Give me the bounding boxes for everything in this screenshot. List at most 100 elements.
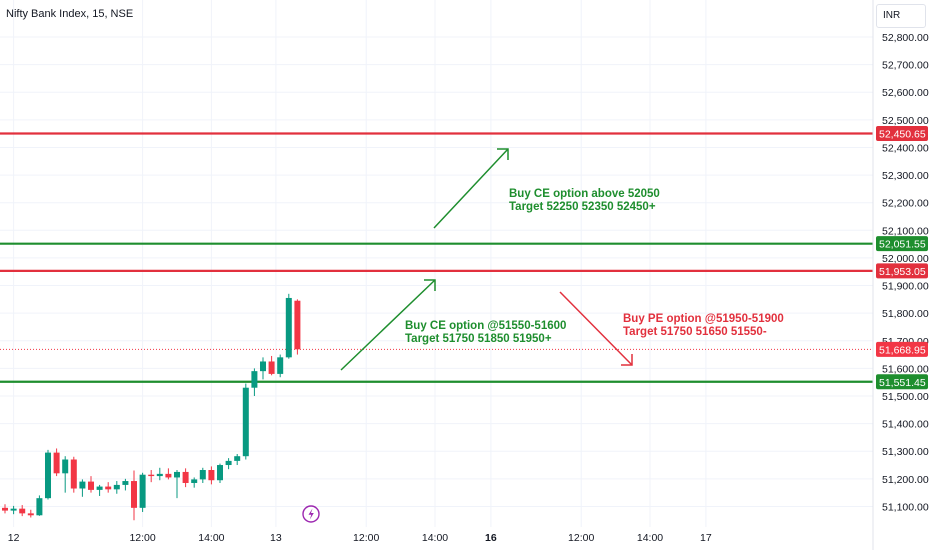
price-tag [876,263,928,279]
candle-body [96,486,103,490]
candle[interactable] [251,368,258,396]
currency-selector[interactable]: INR [876,4,926,28]
annotation-ce-above: Buy CE option above 52050 Target 52250 5… [509,188,660,214]
candle-body [148,474,155,477]
price-tag-label: 51,551.45 [879,377,926,389]
candle[interactable] [96,484,103,496]
last-price-tag [876,341,928,357]
candle[interactable] [191,477,198,488]
lightning-icon[interactable] [302,505,320,523]
candle[interactable] [27,509,34,518]
candle-body [122,481,129,485]
horizontal-lines [0,132,873,383]
candle[interactable] [2,504,8,514]
price-axis[interactable]: 52,800.0052,700.0052,600.0052,500.0052,4… [872,0,929,550]
price-tag-label: 52,051.55 [879,239,926,251]
candle-body [45,452,51,499]
time-tick-label: 12 [8,532,20,544]
time-tick-label: 14:00 [198,532,224,544]
candle-body [234,456,241,461]
candle-body [156,473,163,477]
candle[interactable] [277,354,284,378]
candle[interactable] [113,481,120,494]
candle-body [88,481,94,490]
annotation-3-line-2: Target 51750 51650 51550- [623,326,767,338]
time-tick-label: 14:00 [422,532,448,544]
candle[interactable] [242,383,249,460]
candle[interactable] [148,470,155,483]
price-tick-label: 51,400.00 [882,419,929,431]
candle-body [79,481,86,489]
candle[interactable] [199,467,206,483]
candle-body [285,297,292,358]
candle-body [2,507,8,511]
candle-body [199,470,206,480]
price-tag [876,374,928,390]
candle[interactable] [70,456,77,493]
price-tick-label: 51,200.00 [882,474,929,486]
candle[interactable] [79,479,86,497]
price-tag-label: 51,953.05 [879,266,926,278]
annotation-1-line-1: Buy CE option above 52050 [509,188,660,200]
candle-body [19,508,26,514]
candle[interactable] [105,482,112,493]
trend-arrows [340,148,633,371]
candle[interactable] [285,293,292,359]
candle[interactable] [139,472,146,512]
candle-body [53,452,60,474]
candle-body [208,470,215,481]
candle-body [191,479,198,483]
candle[interactable] [174,470,180,499]
candle[interactable] [225,458,232,470]
grid-lines [0,0,873,527]
candle[interactable] [53,448,60,477]
candle-body [182,471,189,483]
arrow-2-head [424,279,436,291]
last-price-label: 51,668.95 [879,344,926,356]
candle[interactable] [36,495,43,516]
candle-body [277,357,284,374]
candle[interactable] [260,357,266,380]
candle[interactable] [62,456,69,493]
annotation-2-line-1: Buy CE option @51550-51600 [405,320,567,332]
annotation-1-line-2: Target 52250 52350 52450+ [509,201,656,213]
candles[interactable] [2,293,301,521]
time-tick-label: 12:00 [568,532,594,544]
candle-body [70,459,77,489]
candle[interactable] [294,299,301,355]
annotation-2-line-2: Target 51750 51850 51950+ [405,333,552,345]
candle-body [105,486,112,490]
arrow-3-head [621,354,633,366]
candle[interactable] [165,468,172,480]
candle[interactable] [45,449,51,500]
candle[interactable] [234,453,241,466]
candle-body [225,460,232,466]
candle-body [10,508,17,511]
price-tag [876,236,928,252]
price-tick-label: 51,500.00 [882,391,929,403]
candle[interactable] [208,466,215,485]
time-tick-label: 17 [700,532,712,544]
candle[interactable] [131,470,137,521]
candle-body [36,498,43,516]
candle-body [139,474,146,508]
annotation-ce-range: Buy CE option @51550-51600 Target 51750 … [405,320,566,346]
price-tag [876,125,928,141]
candle-body [174,471,180,478]
candle[interactable] [156,467,163,481]
candle[interactable] [19,505,26,517]
candle[interactable] [122,478,129,491]
candle[interactable] [88,476,94,493]
candle[interactable] [217,463,223,483]
price-tick-label: 52,400.00 [882,142,929,154]
candle-body [242,387,249,457]
time-tick-label: 13 [270,532,282,544]
candle-body [260,361,266,372]
candle[interactable] [182,468,189,488]
candle[interactable] [10,505,17,515]
candle[interactable] [268,355,275,376]
time-tick-label: 14:00 [637,532,663,544]
price-tick-label: 52,700.00 [882,60,929,72]
